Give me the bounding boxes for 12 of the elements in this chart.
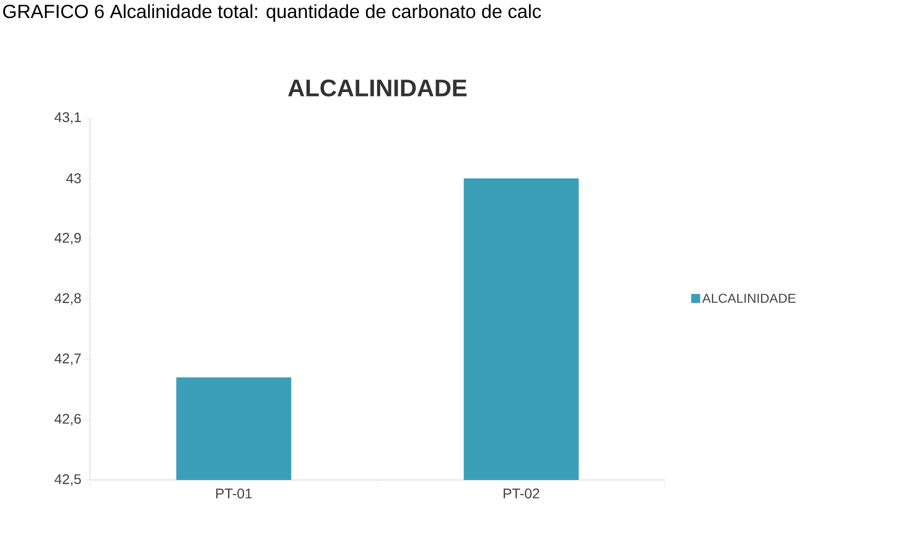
y-tick-label: 43,1 bbox=[54, 112, 81, 124]
y-tick-label: 42,6 bbox=[54, 414, 81, 426]
y-tick-label: 43 bbox=[66, 173, 81, 184]
x-tick-label: PT-02 bbox=[504, 488, 540, 498]
text: GRAFICO 6 Alcalinidade total: quantidade de carbonato de calc bbox=[3, 4, 541, 22]
legend-label: ALCALINIDADE bbox=[702, 294, 796, 303]
y-tick-label: 42,9 bbox=[54, 232, 81, 244]
chart-title: ALCALINIDADE bbox=[288, 79, 467, 96]
y-tick-label: 42,7 bbox=[54, 354, 81, 366]
x-tick-label: PT-01 bbox=[216, 488, 252, 498]
y-tick-label: 42,5 bbox=[54, 474, 81, 486]
y-tick-label: 42,8 bbox=[54, 293, 81, 305]
